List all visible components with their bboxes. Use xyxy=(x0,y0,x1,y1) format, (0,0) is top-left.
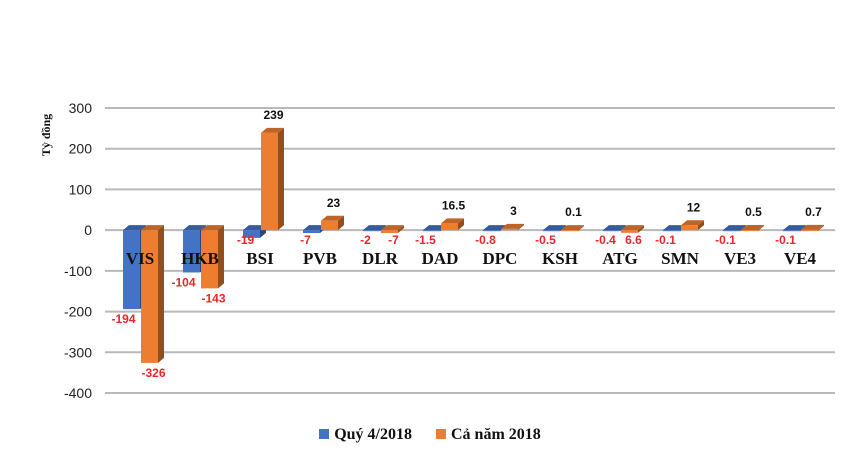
data-label: -2 xyxy=(360,233,371,247)
bars xyxy=(123,127,824,363)
legend-item-series-2: Cả năm 2018 xyxy=(436,426,541,444)
category-label: BSI xyxy=(246,249,274,268)
legend-swatch-series-2 xyxy=(436,429,446,439)
bar-vis-series-2 xyxy=(141,225,164,363)
bar-smn-series-2 xyxy=(681,220,704,231)
y-tick-label: -400 xyxy=(64,385,92,401)
data-label: 6.6 xyxy=(625,233,642,247)
y-tick-label: 200 xyxy=(69,141,93,157)
category-label: VIS xyxy=(126,249,154,268)
data-label: -0.4 xyxy=(595,233,616,247)
data-label: 3 xyxy=(510,204,517,218)
bar-atg-series-2 xyxy=(621,225,644,233)
bar-hkb-series-2 xyxy=(201,225,224,289)
data-label: 23 xyxy=(327,196,341,210)
bar-pvb-series-2 xyxy=(321,215,344,231)
data-label: -326 xyxy=(141,366,165,380)
data-label: -7 xyxy=(388,233,399,247)
bar-dlr-series-2 xyxy=(381,225,404,233)
data-labels: -194 -326 -104 -143 -19 239 -7 23 -2 -7 -1.5 16.5 -0… xyxy=(111,108,822,380)
data-label: -0.5 xyxy=(535,233,556,247)
y-axis-label: Tỷ đồng xyxy=(39,114,53,156)
category-label: VE3 xyxy=(724,249,756,268)
data-label: 16.5 xyxy=(442,198,466,212)
bar-ksh-series-1 xyxy=(543,225,566,232)
bar-atg-series-1 xyxy=(603,225,626,232)
data-label: -1.5 xyxy=(415,233,436,247)
legend-swatch-series-1 xyxy=(319,429,330,439)
legend-label-series-2: Cả năm 2018 xyxy=(451,426,541,443)
category-label: HKB xyxy=(181,249,219,268)
data-label: 0.5 xyxy=(745,205,762,219)
bar-dlr-series-1 xyxy=(363,225,386,232)
legend-label-series-1: Quý 4/2018 xyxy=(334,426,412,443)
data-label: -104 xyxy=(171,275,195,289)
bar-ve4-series-2 xyxy=(801,224,824,231)
bar-ve3-series-2 xyxy=(741,224,764,231)
data-label: 0.7 xyxy=(805,205,822,219)
y-tick-label: 0 xyxy=(84,222,92,238)
y-axis-ticks: 300 200 100 0 -100 -200 -300 -400 xyxy=(64,100,92,401)
bar-ksh-series-2 xyxy=(561,225,584,232)
data-label: 239 xyxy=(263,108,283,122)
data-label: -194 xyxy=(111,312,135,326)
data-label: -0.8 xyxy=(475,233,496,247)
category-label: VE4 xyxy=(784,249,817,268)
y-tick-label: 100 xyxy=(69,181,93,197)
data-label: 12 xyxy=(687,200,701,214)
y-tick-label: -200 xyxy=(64,304,92,320)
y-tick-label: -300 xyxy=(64,344,92,360)
data-label: -0.1 xyxy=(715,233,736,247)
data-label: -0.1 xyxy=(775,233,796,247)
bar-dad-series-2 xyxy=(441,218,464,231)
bar-dpc-series-2 xyxy=(501,223,524,231)
data-label: -0.1 xyxy=(655,233,676,247)
y-tick-label: -100 xyxy=(64,263,92,279)
data-label: -19 xyxy=(237,233,255,247)
legend: Quý 4/2018 Cả năm 2018 xyxy=(0,426,860,444)
category-label: DPC xyxy=(483,249,518,268)
bar-bsi-series-2 xyxy=(261,127,284,231)
category-label: DLR xyxy=(362,249,399,268)
legend-item-series-1: Quý 4/2018 xyxy=(319,426,412,444)
y-tick-label: 300 xyxy=(69,100,93,116)
data-label: -7 xyxy=(300,233,311,247)
data-label: -143 xyxy=(201,291,225,305)
category-label: SMN xyxy=(661,249,700,268)
data-label: 0.1 xyxy=(565,205,582,219)
category-label: DAD xyxy=(422,249,459,268)
gridlines xyxy=(105,107,835,394)
category-labels: VIS HKB BSI PVB DLR DAD DPC KSH ATG SMN VE3 VE4 xyxy=(126,249,817,268)
category-label: PVB xyxy=(303,249,337,268)
category-label: ATG xyxy=(602,249,638,268)
category-label: KSH xyxy=(542,249,578,268)
